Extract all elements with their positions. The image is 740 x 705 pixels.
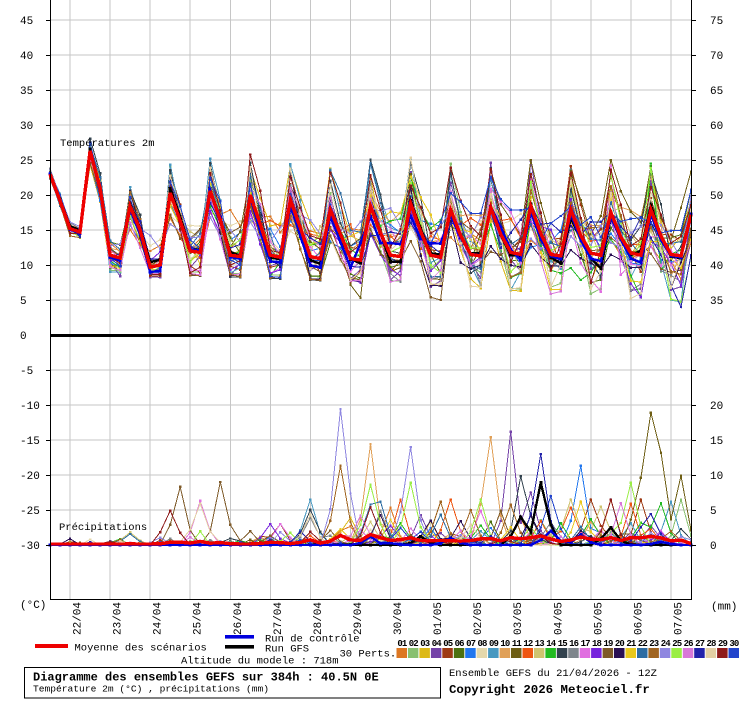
svg-text:27: 27 [695, 639, 705, 649]
svg-text:10: 10 [20, 261, 33, 273]
svg-text:30 Perts.: 30 Perts. [340, 649, 397, 661]
svg-text:10: 10 [500, 639, 510, 649]
svg-text:23: 23 [649, 639, 659, 649]
svg-text:05/05: 05/05 [593, 602, 605, 635]
svg-text:15: 15 [710, 436, 723, 448]
svg-text:23/04: 23/04 [113, 602, 125, 635]
svg-text:25: 25 [20, 156, 33, 168]
svg-text:65: 65 [710, 86, 723, 98]
svg-text:70: 70 [710, 51, 723, 63]
svg-text:-15: -15 [20, 436, 40, 448]
svg-text:25/04: 25/04 [193, 602, 205, 635]
svg-text:04/05: 04/05 [553, 602, 565, 635]
svg-text:Altitude du modele : 718m: Altitude du modele : 718m [181, 656, 339, 668]
svg-text:05: 05 [443, 639, 453, 649]
svg-text:-5: -5 [20, 366, 33, 378]
svg-text:09: 09 [489, 639, 499, 649]
svg-text:20: 20 [615, 639, 625, 649]
svg-text:10: 10 [710, 471, 723, 483]
svg-text:5: 5 [20, 296, 27, 308]
svg-text:01: 01 [397, 639, 408, 649]
svg-text:40: 40 [20, 51, 33, 63]
svg-text:Run de contrôle: Run de contrôle [265, 634, 360, 646]
svg-text:21: 21 [626, 639, 637, 649]
svg-text:22: 22 [638, 639, 648, 649]
svg-text:-10: -10 [20, 401, 40, 413]
svg-text:-25: -25 [20, 506, 40, 518]
svg-text:17: 17 [581, 639, 591, 649]
svg-text:12: 12 [523, 639, 533, 649]
svg-text:29/04: 29/04 [353, 602, 365, 635]
svg-text:30: 30 [20, 121, 33, 133]
svg-text:27/04: 27/04 [273, 602, 285, 635]
svg-text:45: 45 [20, 16, 33, 28]
svg-text:35: 35 [20, 86, 33, 98]
svg-text:Diagramme des ensembles GEFS s: Diagramme des ensembles GEFS sur 384h : … [33, 671, 379, 685]
svg-text:30: 30 [729, 639, 739, 649]
svg-text:0: 0 [710, 541, 717, 553]
svg-text:50: 50 [710, 191, 723, 203]
svg-text:(°C): (°C) [20, 600, 46, 612]
svg-text:02: 02 [409, 639, 419, 649]
svg-text:5: 5 [710, 506, 717, 518]
svg-text:15: 15 [558, 639, 568, 649]
svg-text:07: 07 [466, 639, 476, 649]
svg-text:13: 13 [535, 639, 545, 649]
svg-text:Moyenne des scénarios: Moyenne des scénarios [75, 643, 207, 655]
svg-text:18: 18 [592, 639, 602, 649]
svg-text:30/04: 30/04 [393, 602, 405, 635]
svg-text:03/05: 03/05 [513, 602, 525, 635]
svg-text:06/05: 06/05 [633, 602, 645, 635]
svg-text:Précipitations: Précipitations [59, 522, 147, 534]
svg-text:16: 16 [569, 639, 579, 649]
svg-text:60: 60 [710, 121, 723, 133]
svg-text:25: 25 [672, 639, 682, 649]
svg-text:29: 29 [718, 639, 728, 649]
svg-text:07/05: 07/05 [674, 602, 686, 635]
svg-text:Ensemble GEFS du 21/04/2026 -: Ensemble GEFS du 21/04/2026 - 12Z [449, 668, 657, 680]
svg-text:14: 14 [546, 639, 557, 649]
svg-text:03: 03 [420, 639, 430, 649]
svg-text:01/05: 01/05 [433, 602, 445, 635]
svg-text:26/04: 26/04 [233, 602, 245, 635]
svg-text:(mm): (mm) [711, 602, 737, 614]
svg-text:35: 35 [710, 296, 723, 308]
svg-text:Run GFS: Run GFS [265, 644, 309, 656]
svg-text:28: 28 [706, 639, 716, 649]
svg-text:-20: -20 [20, 471, 40, 483]
svg-text:08: 08 [477, 639, 487, 649]
svg-text:26: 26 [684, 639, 694, 649]
svg-text:15: 15 [20, 226, 33, 238]
svg-text:Température 2m (°C) , précipit: Température 2m (°C) , précipitations (mm… [33, 684, 269, 695]
svg-text:20: 20 [20, 191, 33, 203]
svg-text:06: 06 [455, 639, 465, 649]
svg-text:22/04: 22/04 [73, 602, 85, 635]
svg-text:02/05: 02/05 [473, 602, 485, 635]
svg-text:24/04: 24/04 [153, 602, 165, 635]
svg-text:20: 20 [710, 401, 723, 413]
svg-text:Copyright 2026 Meteociel.fr: Copyright 2026 Meteociel.fr [449, 683, 650, 697]
svg-text:19: 19 [603, 639, 613, 649]
svg-text:0: 0 [20, 331, 27, 343]
svg-text:24: 24 [661, 639, 672, 649]
svg-text:28/04: 28/04 [313, 602, 325, 635]
svg-text:04: 04 [432, 639, 443, 649]
svg-text:Températures 2m: Températures 2m [60, 138, 155, 150]
svg-text:40: 40 [710, 261, 723, 273]
svg-text:55: 55 [710, 156, 723, 168]
svg-text:11: 11 [512, 639, 523, 649]
svg-text:45: 45 [710, 226, 723, 238]
svg-text:75: 75 [710, 16, 723, 28]
svg-text:-30: -30 [20, 541, 40, 553]
